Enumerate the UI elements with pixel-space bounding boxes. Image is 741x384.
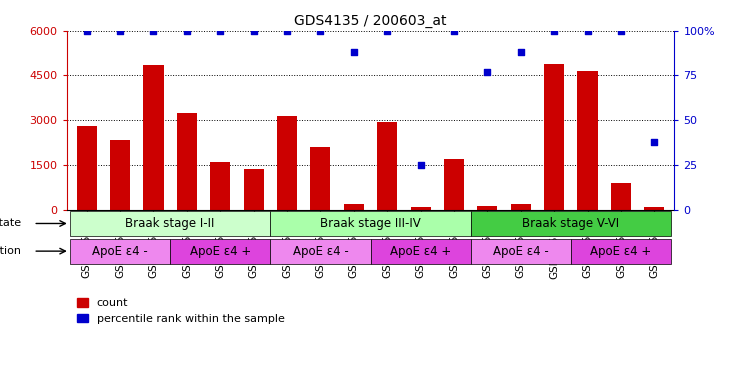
Bar [144,65,164,210]
Point [382,28,393,34]
Bar [277,116,297,210]
Point [415,162,427,168]
Bar [477,206,497,210]
Legend: count, percentile rank within the sample: count, percentile rank within the sample [72,294,289,329]
Text: Braak stage V-VI: Braak stage V-VI [522,217,619,230]
Bar [444,159,464,210]
Point [147,28,159,34]
Point [548,28,560,34]
Text: ApoE ε4 -: ApoE ε4 - [293,245,348,258]
Text: Braak stage I-II: Braak stage I-II [125,217,215,230]
Text: ApoE ε4 -: ApoE ε4 - [493,245,548,258]
Bar [377,122,397,210]
Text: ApoE ε4 +: ApoE ε4 + [390,245,451,258]
Bar [177,113,197,210]
Point [214,28,226,34]
Bar [70,211,270,236]
Bar [77,126,97,210]
Bar [571,239,671,263]
Point [281,28,293,34]
Text: Braak stage III-IV: Braak stage III-IV [320,217,421,230]
Point [648,139,660,145]
Bar [411,207,431,210]
Bar [611,183,631,210]
Bar [210,162,230,210]
Bar [471,239,571,263]
Bar [110,139,130,210]
Bar [244,169,264,210]
Point [348,49,359,55]
Bar [577,71,597,210]
Point [114,28,126,34]
Text: ApoE ε4 -: ApoE ε4 - [92,245,148,258]
Bar [270,211,471,236]
Point [515,49,527,55]
Point [582,28,594,34]
Bar [644,207,664,210]
Text: genotype/variation: genotype/variation [0,246,21,256]
Bar [511,204,531,210]
Bar [471,211,671,236]
Bar [344,204,364,210]
Bar [170,239,270,263]
Bar [310,147,330,210]
Title: GDS4135 / 200603_at: GDS4135 / 200603_at [294,14,447,28]
Bar [270,239,370,263]
Text: ApoE ε4 +: ApoE ε4 + [190,245,251,258]
Bar [544,63,564,210]
Point [81,28,93,34]
Point [314,28,326,34]
Point [482,69,494,75]
Point [615,28,627,34]
Text: disease state: disease state [0,218,21,228]
Point [181,28,193,34]
Point [448,28,460,34]
Point [247,28,259,34]
Bar [370,239,471,263]
Bar [70,239,170,263]
Text: ApoE ε4 +: ApoE ε4 + [591,245,651,258]
